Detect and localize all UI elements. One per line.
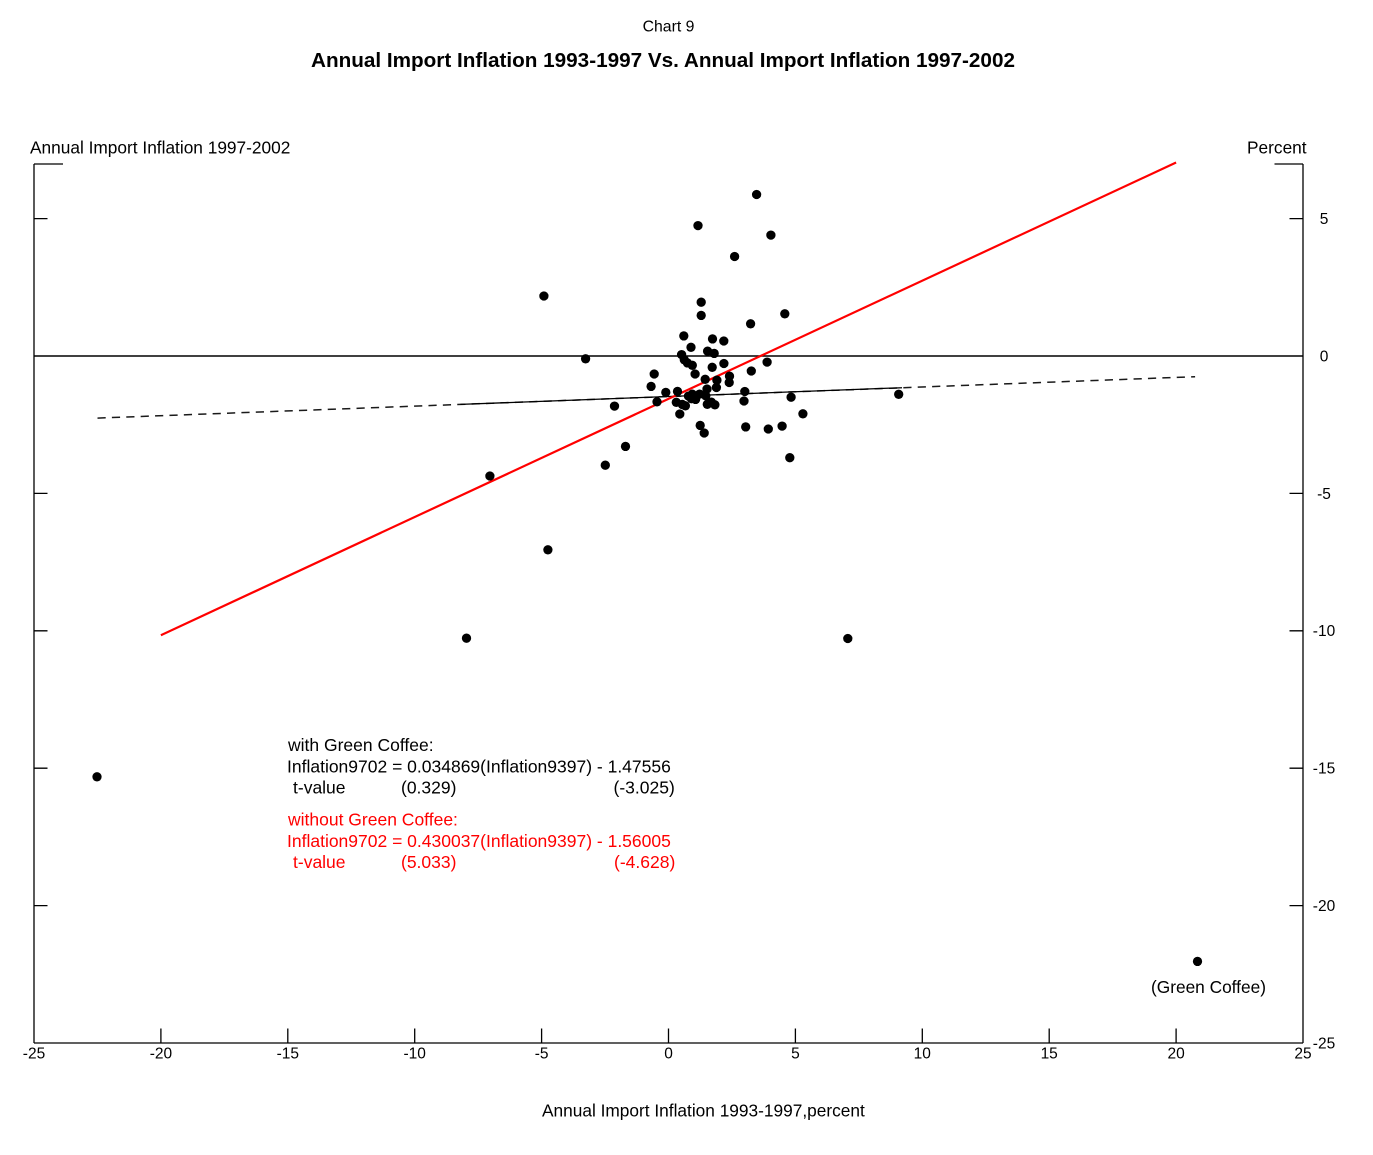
svg-text:Annual Import Inflation 1993-1: Annual Import Inflation 1993-1997,percen… <box>542 1101 865 1121</box>
svg-text:-10: -10 <box>1313 623 1336 640</box>
svg-text:5: 5 <box>1320 211 1329 228</box>
svg-text:5: 5 <box>791 1046 800 1063</box>
svg-text:-20: -20 <box>150 1046 173 1063</box>
svg-text:t-value: t-value <box>293 852 346 872</box>
svg-text:-20: -20 <box>1313 898 1336 915</box>
svg-text:Annual Import Inflation 1997-2: Annual Import Inflation 1997-2002 <box>30 137 290 157</box>
svg-text:Chart 9: Chart 9 <box>643 19 695 36</box>
svg-text:20: 20 <box>1167 1046 1185 1063</box>
svg-text:t-value: t-value <box>293 778 346 798</box>
svg-text:(5.033): (5.033) <box>401 852 456 872</box>
svg-text:-15: -15 <box>1313 761 1335 778</box>
svg-text:Annual Import Inflation 1993-1: Annual Import Inflation 1993-1997 Vs. An… <box>311 49 1015 72</box>
svg-text:Inflation9702 = 0.430037(Infla: Inflation9702 = 0.430037(Inflation9397) … <box>287 831 671 851</box>
svg-text:15: 15 <box>1041 1046 1058 1063</box>
svg-text:0: 0 <box>664 1046 673 1063</box>
svg-text:Percent: Percent <box>1247 138 1307 158</box>
svg-text:10: 10 <box>914 1046 932 1063</box>
svg-text:(-3.025): (-3.025) <box>614 778 675 798</box>
svg-text:0: 0 <box>1320 348 1329 365</box>
svg-text:with Green Coffee:: with Green Coffee: <box>287 735 434 755</box>
svg-text:-5: -5 <box>1317 486 1331 503</box>
svg-text:Inflation9702 = 0.034869(Infla: Inflation9702 = 0.034869(Inflation9397) … <box>287 756 671 776</box>
svg-text:-25: -25 <box>23 1046 45 1063</box>
svg-text:25: 25 <box>1294 1046 1311 1063</box>
svg-text:(Green Coffee): (Green Coffee) <box>1151 977 1266 997</box>
svg-text:-25: -25 <box>1313 1035 1335 1052</box>
svg-text:-15: -15 <box>277 1046 299 1063</box>
svg-text:-10: -10 <box>403 1046 426 1063</box>
svg-text:(0.329): (0.329) <box>401 778 456 798</box>
svg-text:(-4.628): (-4.628) <box>614 852 675 872</box>
svg-text:-5: -5 <box>535 1046 549 1063</box>
svg-text:without Green Coffee:: without Green Coffee: <box>287 810 458 830</box>
